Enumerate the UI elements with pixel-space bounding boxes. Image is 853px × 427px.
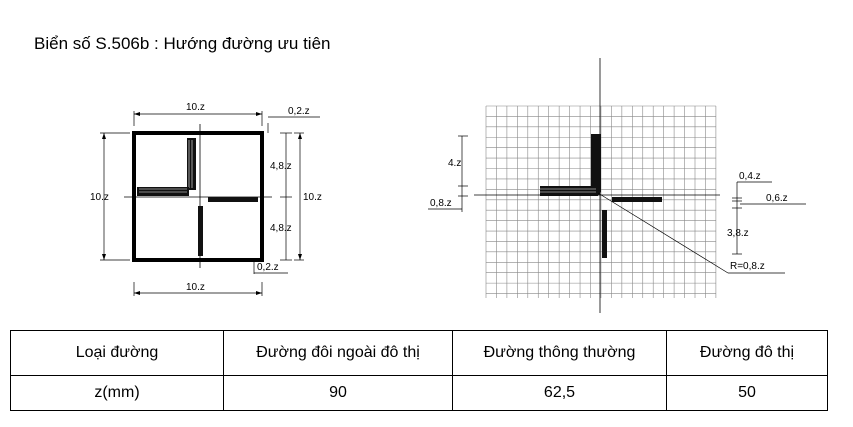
grid-arrow-horizontal-arm <box>540 186 598 196</box>
bottom-bar <box>198 206 203 256</box>
dim-radius: R=0,8.z <box>730 261 765 272</box>
dim-arm-width-right: 0,6.z <box>766 193 788 204</box>
grid-right-bar <box>612 197 662 202</box>
grid-bottom-bar <box>602 210 607 258</box>
dimension-table: Loại đường Đường đôi ngoài đô thị Đường … <box>10 330 828 411</box>
table-row: z(mm) 90 62,5 50 <box>11 376 828 411</box>
dim-bottom-gap: 0,2.z <box>257 262 279 273</box>
left-sign-figure: 10.z 0,2.z 4,8.z 4,8.z 10.z 10.z 0,2.z <box>90 102 322 296</box>
table-header-cell: Đường đô thị <box>667 331 828 376</box>
sign-drawings: 10.z 0,2.z 4,8.z 4,8.z 10.z 10.z 0,2.z <box>0 0 853 330</box>
dim-upper-height: 4,8.z <box>270 161 292 172</box>
dim-lower-height: 4,8.z <box>270 223 292 234</box>
dim-left-height: 10.z <box>90 192 109 203</box>
table-cell: 50 <box>667 376 828 411</box>
dim-arm-width-left: 0,8.z <box>430 198 452 209</box>
dim-right-height: 10.z <box>303 192 322 203</box>
table-cell: z(mm) <box>11 376 224 411</box>
arrow-vertical-arm <box>187 138 196 190</box>
table-header-cell: Đường thông thường <box>453 331 667 376</box>
table-cell: 90 <box>224 376 453 411</box>
dim-top-width: 10.z <box>186 102 205 113</box>
dim-bottom-width: 10.z <box>186 282 205 293</box>
dim-gap-small: 0,4.z <box>739 171 761 182</box>
table-header-cell: Đường đôi ngoài đô thị <box>224 331 453 376</box>
table-cell: 62,5 <box>453 376 667 411</box>
dim-arm-spacing: 4.z <box>448 158 461 169</box>
dim-arm-height: 3,8.z <box>727 228 749 239</box>
arrow-horizontal-arm <box>137 187 189 196</box>
grid-arrow-vertical-arm <box>591 134 601 192</box>
table-header-cell: Loại đường <box>11 331 224 376</box>
right-bar <box>208 197 258 202</box>
table-header-row: Loại đường Đường đôi ngoài đô thị Đường … <box>11 331 828 376</box>
dim-top-gap: 0,2.z <box>288 106 310 117</box>
right-sign-grid-figure: 4.z 0,8.z 0,4.z 0,6.z 3,8.z R=0,8.z <box>428 58 806 313</box>
